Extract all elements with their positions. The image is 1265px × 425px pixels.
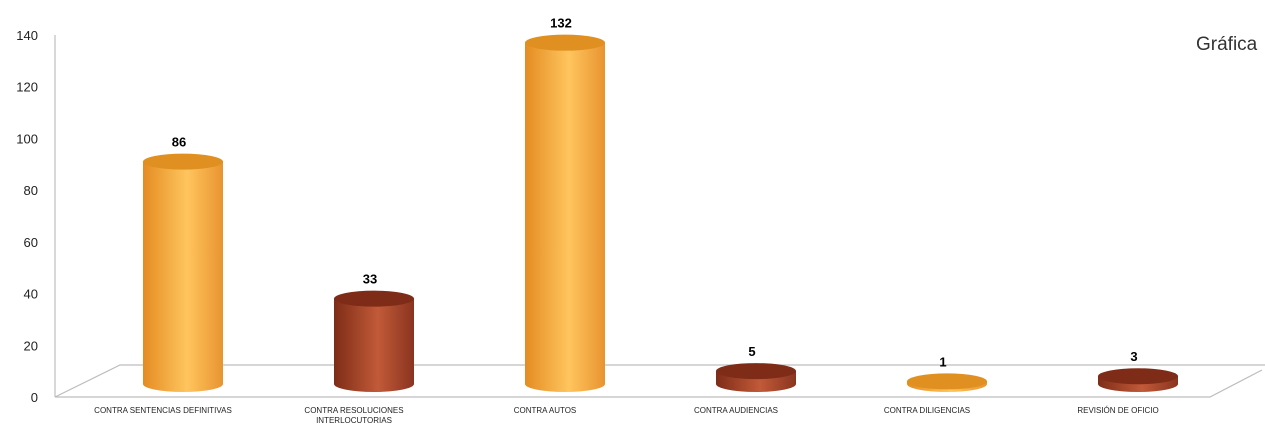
y-tick-label: 120 xyxy=(16,80,38,95)
bar-top xyxy=(1098,368,1178,385)
bar-body xyxy=(334,298,414,392)
bar: 5 xyxy=(716,344,796,392)
data-label: 132 xyxy=(550,16,572,31)
x-tick-label: CONTRA RESOLUCIONES INTERLOCUTORIAS xyxy=(304,406,403,425)
bars: 86 33 132 5 1 3 xyxy=(143,16,1178,392)
y-tick-label: 60 xyxy=(24,235,38,250)
bar: 1 xyxy=(907,354,987,392)
bar-top xyxy=(143,153,223,170)
data-label: 5 xyxy=(748,344,755,359)
y-tick-label: 20 xyxy=(24,338,38,353)
y-axis-ticks: 0 20 40 60 80 100 120 140 xyxy=(16,28,38,405)
data-label: 86 xyxy=(172,135,186,150)
chart-title: Gráfica xyxy=(1196,34,1258,55)
y-tick-label: 0 xyxy=(31,390,38,405)
bar: 3 xyxy=(1098,349,1178,392)
bar-body xyxy=(143,161,223,392)
data-label: 3 xyxy=(1130,349,1137,364)
y-tick-label: 80 xyxy=(24,183,38,198)
bar: 132 xyxy=(525,16,605,392)
y-tick-label: 140 xyxy=(16,28,38,43)
plot-frame xyxy=(54,35,1265,398)
x-tick-label: REVISIÓN DE OFICIO xyxy=(1077,406,1158,415)
bar-top xyxy=(334,290,414,307)
x-tick-label: CONTRA AUDIENCIAS xyxy=(694,406,778,415)
bar-top xyxy=(716,363,796,380)
bar-top xyxy=(525,34,605,51)
x-tick-label: CONTRA DILIGENCIAS xyxy=(884,406,970,415)
floor-back-edge xyxy=(54,364,1265,398)
data-label: 1 xyxy=(939,354,946,369)
bar-top xyxy=(907,373,987,390)
x-tick-label: CONTRA SENTENCIAS DEFINITIVAS xyxy=(94,406,232,415)
x-axis-ticks: CONTRA SENTENCIAS DEFINITIVAS CONTRA RESO… xyxy=(94,406,1159,425)
data-label: 33 xyxy=(363,272,377,287)
y-tick-label: 100 xyxy=(16,131,38,146)
bar: 86 xyxy=(143,135,223,392)
y-tick-label: 40 xyxy=(24,287,38,302)
bar: 33 xyxy=(334,272,414,392)
x-tick-label: CONTRA AUTOS xyxy=(514,406,577,415)
bar-body xyxy=(525,42,605,392)
floor-front-edge xyxy=(55,369,1263,398)
